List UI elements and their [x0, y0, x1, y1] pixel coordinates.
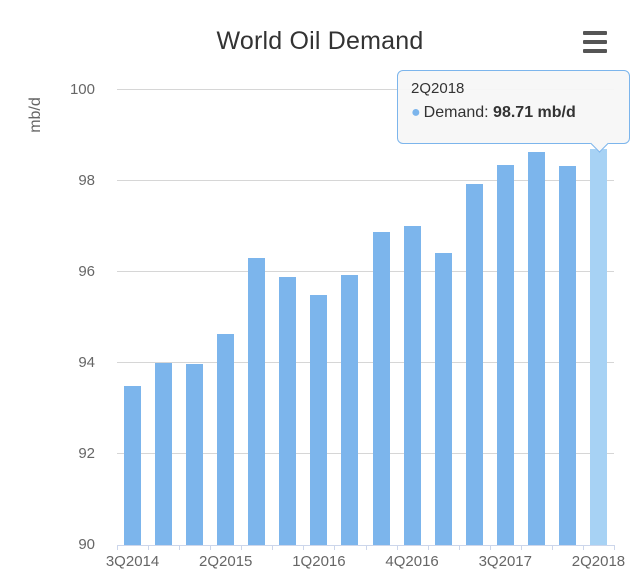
x-axis-tick [427, 545, 429, 550]
bar-1Q2015[interactable] [186, 364, 204, 545]
bar-4Q2014[interactable] [155, 363, 173, 545]
y-axis-label: 90 [78, 536, 95, 553]
y-axis-label: 94 [78, 354, 95, 371]
bar-3Q2014[interactable] [124, 385, 142, 545]
hamburger-icon [583, 40, 607, 44]
bar-2Q2017[interactable] [465, 184, 483, 545]
x-axis-label: 2Q2018 [571, 553, 626, 570]
x-axis-tick [551, 545, 553, 550]
gridline-98 [117, 180, 614, 181]
x-axis-tick [303, 545, 305, 550]
x-axis-label: 4Q2016 [385, 553, 439, 570]
tooltip-series-line: ● Demand: 98.71 mb/d [411, 104, 616, 122]
y-axis-label: 98 [78, 172, 95, 189]
y-axis-label: 100 [69, 81, 95, 98]
gridline-100 [117, 89, 614, 90]
bar-4Q2016[interactable] [403, 226, 421, 545]
tooltip-category: 2Q2018 [411, 80, 465, 97]
bar-1Q2018[interactable] [558, 166, 576, 545]
x-axis-tick [117, 545, 118, 550]
export-menu-button[interactable] [583, 31, 608, 53]
x-axis-tick [179, 545, 181, 550]
y-axis-label: 96 [78, 263, 95, 280]
hamburger-icon [583, 49, 607, 53]
x-axis-label: 3Q2014 [105, 553, 160, 570]
bar-2Q2015[interactable] [217, 334, 235, 545]
y-axis-title: mb/d [27, 97, 44, 133]
gridline-94 [117, 362, 614, 363]
y-axis-label: 92 [78, 445, 95, 462]
bar-1Q2017[interactable] [434, 253, 452, 545]
x-axis-tick [489, 545, 491, 550]
tooltip-separator: : [484, 104, 494, 121]
x-axis-tick [148, 545, 150, 550]
bar-2Q2016[interactable] [341, 275, 359, 545]
x-axis-tick [365, 545, 367, 550]
x-axis-label: 1Q2016 [292, 553, 346, 570]
x-axis-tick [396, 545, 398, 550]
x-axis-tick [614, 545, 615, 550]
series-marker-icon: ● [411, 104, 421, 121]
x-axis-label: 3Q2017 [478, 553, 532, 570]
x-axis-tick [458, 545, 460, 550]
gridline-92 [117, 453, 614, 454]
x-axis-tick [520, 545, 522, 550]
tooltip-value: 98.71 mb/d [493, 104, 576, 121]
x-axis-label: 2Q2015 [199, 553, 253, 570]
plot-area [117, 89, 615, 550]
hamburger-icon [583, 31, 607, 35]
x-axis-tick [334, 545, 336, 550]
bar-4Q2017[interactable] [527, 152, 545, 545]
bar-3Q2017[interactable] [496, 164, 514, 545]
bar-1Q2016[interactable] [310, 294, 328, 545]
x-axis-tick [272, 545, 274, 550]
chart-title: World Oil Demand [216, 27, 424, 55]
tooltip-series-name: Demand [423, 104, 485, 121]
x-axis-tick [241, 545, 243, 550]
bar-3Q2015[interactable] [248, 257, 266, 545]
bar-3Q2016[interactable] [372, 232, 390, 545]
tooltip: 2Q2018 ● Demand: 98.71 mb/d [397, 70, 630, 144]
x-axis-tick [582, 545, 584, 550]
bar-2Q2018[interactable] [589, 148, 607, 545]
bar-4Q2015[interactable] [279, 276, 297, 545]
gridline-96 [117, 271, 614, 272]
x-axis-tick [210, 545, 212, 550]
